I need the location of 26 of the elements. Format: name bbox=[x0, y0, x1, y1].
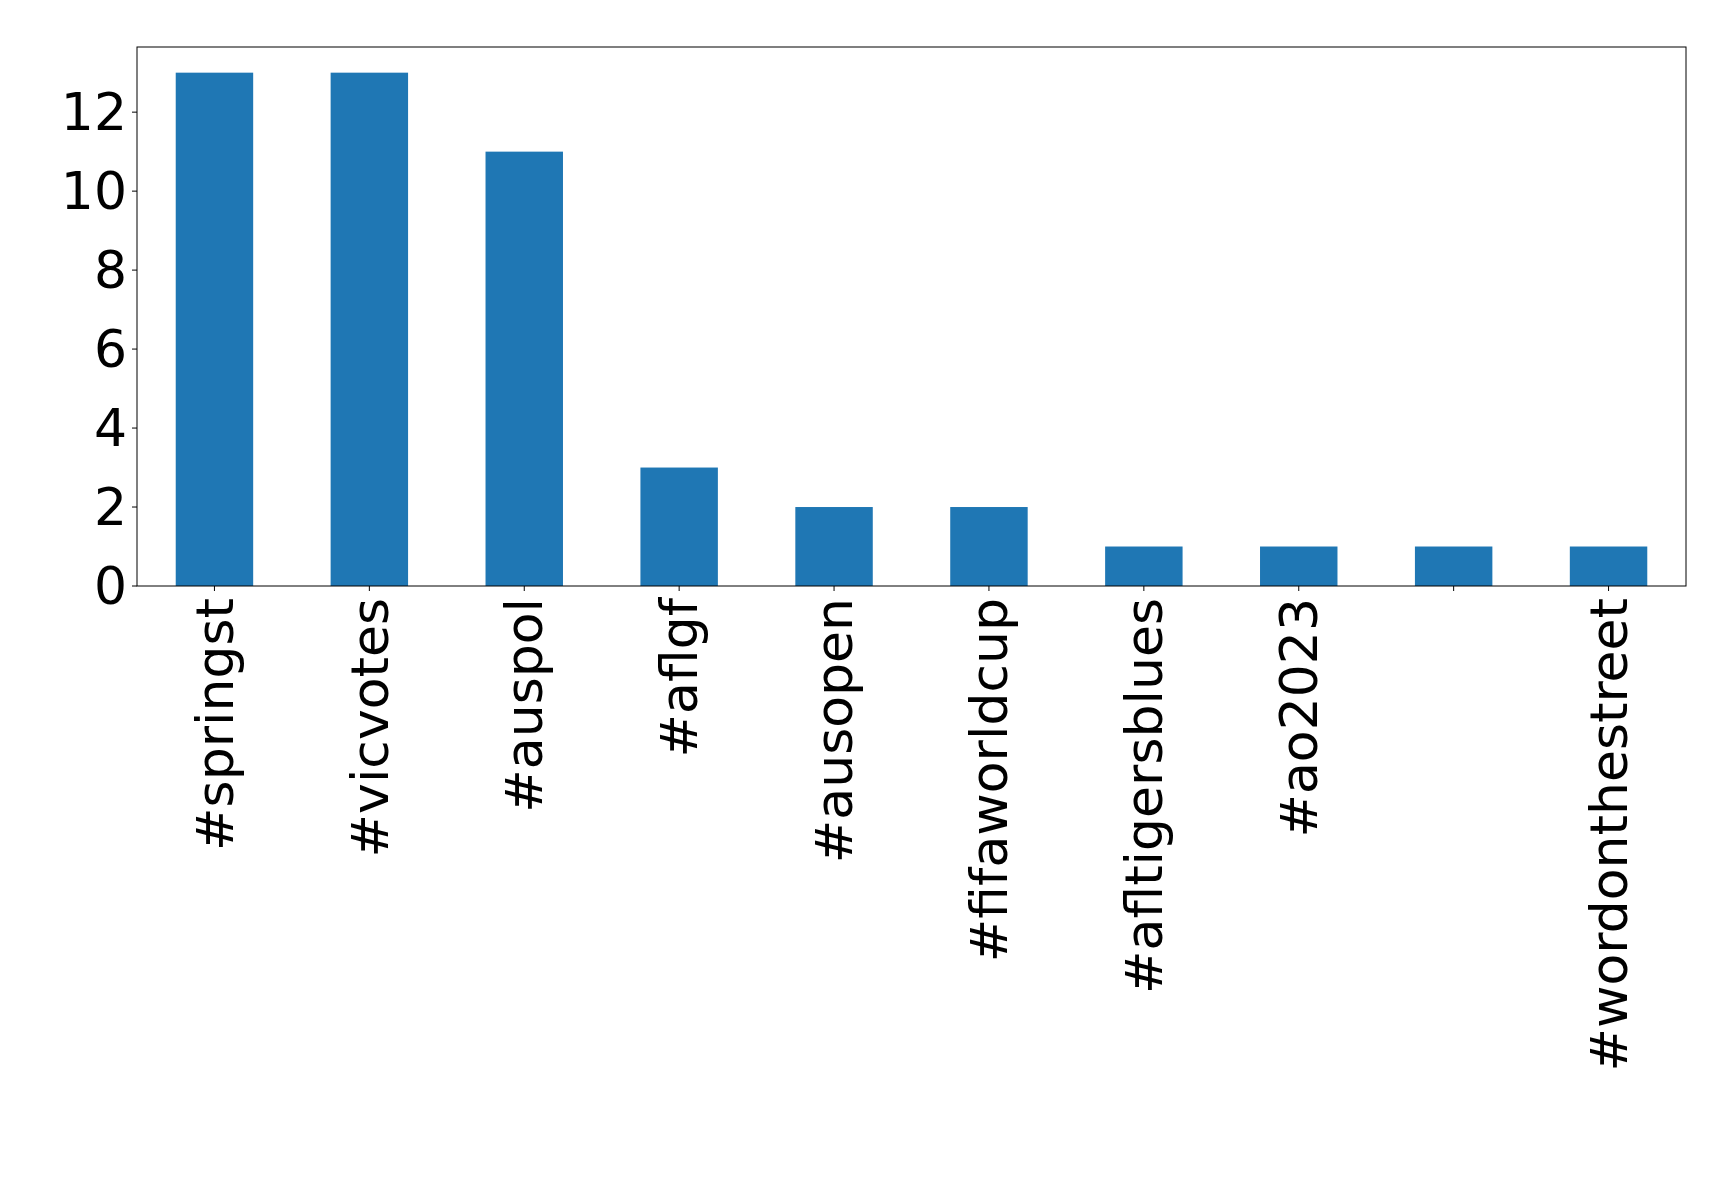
bar bbox=[1414, 546, 1493, 586]
bar bbox=[330, 72, 409, 586]
bar bbox=[640, 467, 718, 586]
y-tick-label: 8 bbox=[93, 240, 127, 301]
x-tick-label: #wordonthestreet bbox=[1578, 598, 1639, 1072]
bar bbox=[950, 507, 1028, 586]
bar bbox=[1260, 546, 1338, 586]
bar bbox=[175, 72, 254, 586]
x-tick-label: #ao2023 bbox=[1268, 598, 1329, 838]
x-tick-label: #ausopen bbox=[804, 598, 865, 864]
bar bbox=[795, 507, 873, 586]
y-tick-label: 4 bbox=[93, 398, 127, 459]
y-tick-label: 2 bbox=[93, 477, 127, 538]
y-tick-label: 10 bbox=[60, 161, 127, 222]
x-tick-label: #fifaworldcup bbox=[959, 598, 1020, 963]
x-tick-label: #aflgf bbox=[649, 596, 710, 758]
x-tick-label: #afltigersblues bbox=[1114, 598, 1175, 994]
y-tick-label: 12 bbox=[60, 82, 127, 143]
bar bbox=[1569, 546, 1648, 586]
y-tick-label: 6 bbox=[93, 319, 127, 380]
x-tick-label: #springst bbox=[184, 598, 245, 851]
bar bbox=[1105, 546, 1183, 586]
bar bbox=[485, 151, 563, 586]
x-tick-label: #vicvotes bbox=[339, 598, 400, 858]
x-tick-label: #auspol bbox=[494, 598, 555, 813]
y-tick-label: 0 bbox=[93, 556, 127, 617]
